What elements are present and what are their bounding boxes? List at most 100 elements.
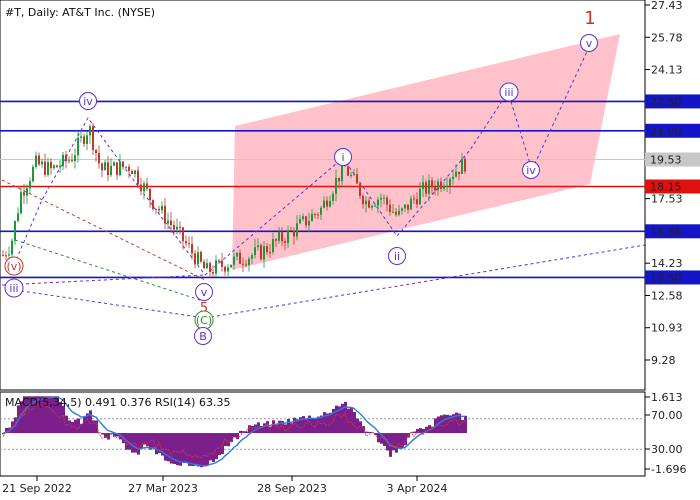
price-tick-label: 27.43 [651,0,683,12]
candle-body [95,149,97,153]
macd-histogram-bar [179,433,182,466]
macd-histogram-bar [95,420,98,434]
candle-body [245,264,247,266]
macd-histogram-bar [71,421,74,434]
candle-body [215,260,217,274]
candle-body [77,137,79,156]
candle-body [233,256,235,265]
candle-body [329,200,331,207]
macd-histogram-bar [206,433,209,466]
macd-histogram-bar [245,431,248,434]
candle-body [209,263,211,272]
candle-body [326,200,328,207]
macd-histogram-bar [89,410,92,434]
candle-body [89,126,91,136]
wave-label: 1 [584,8,595,29]
macd-histogram-bar [26,396,29,434]
candle-body [434,187,436,191]
wave-line-purple-left [13,117,206,276]
wave-label-circle [334,148,352,166]
macd-histogram-bar [287,419,290,434]
candle-body [140,184,142,192]
macd-histogram-bar [164,433,167,461]
candle-body [272,239,274,253]
macd-histogram-bar [50,396,53,434]
macd-histogram-bar [329,412,332,434]
macd-histogram-bar [218,433,221,456]
wave-label-circle [4,278,24,298]
macd-histogram-bar [377,433,380,443]
macd-histogram-bar [44,396,47,434]
wave-label: iv [83,95,93,108]
macd-histogram-bar [32,396,35,434]
candle-body [176,226,178,230]
wave-label-circle [388,247,406,265]
macd-histogram-bar [419,428,422,434]
candle-body [311,214,313,222]
level-label: 19.53 [650,154,682,167]
candle-body [449,179,451,186]
candle-body [464,158,466,172]
macd-histogram-bar [98,432,101,434]
macd-histogram-bar [209,433,212,461]
price-tick-label: 12.58 [651,289,683,302]
candle-body [248,258,250,266]
candle-body [125,166,127,168]
level-label-box [645,152,700,167]
candle-body [359,183,361,197]
macd-histogram-bar [221,433,224,455]
candle-body [290,230,292,232]
candle-body [227,267,229,272]
candle-body [230,264,232,268]
macd-histogram-bar [464,415,467,434]
macd-histogram-bar [404,433,407,446]
macd-histogram-bar [53,396,56,434]
macd-histogram-bar [116,433,119,437]
macd-histogram-bar [80,423,83,434]
candle-body [446,185,448,187]
candle-body [26,188,28,196]
macd-histogram-bar [299,417,302,434]
macd-histogram-bar [425,426,428,434]
macd-histogram-bar [92,420,95,434]
candle-body [257,245,259,248]
macd-histogram-bar [461,419,464,434]
macd-histogram-bar [215,433,218,460]
candle-body [32,166,34,182]
macd-histogram-bar [173,433,176,465]
candle-body [143,183,145,192]
candle-body [239,252,241,264]
macd-histogram-bar [284,424,287,434]
macd-histogram-bar [74,419,77,434]
macd-histogram-bar [254,424,257,434]
candle-body [206,263,208,269]
time-tick-label: 3 Apr 2024 [386,482,447,495]
indicator-tick-label: 1.613 [651,391,683,404]
candle-body [386,197,388,205]
macd-histogram-bar [260,425,263,434]
candle-body [14,221,16,241]
level-label-box [645,224,700,239]
candle-body [104,162,106,171]
candle-body [218,260,220,262]
candle-body [422,182,424,189]
macd-histogram-bar [35,396,38,434]
price-tick-label: 24.13 [651,64,683,77]
macd-histogram-bar [224,433,227,447]
macd-histogram-bar [410,432,413,434]
candle-body [134,170,136,175]
price-channel [232,34,620,270]
macd-histogram-bar [56,396,59,434]
candle-body [92,126,94,150]
candle-body [458,171,460,174]
candle-body [293,230,295,237]
candle-body [275,239,277,241]
candle-body [317,214,319,216]
candle-body [107,162,109,176]
candle-body [278,232,280,241]
candle-body [197,252,199,265]
macd-histogram-bar [305,419,308,434]
macd-histogram-bar [266,421,269,434]
candle-body [374,205,376,207]
